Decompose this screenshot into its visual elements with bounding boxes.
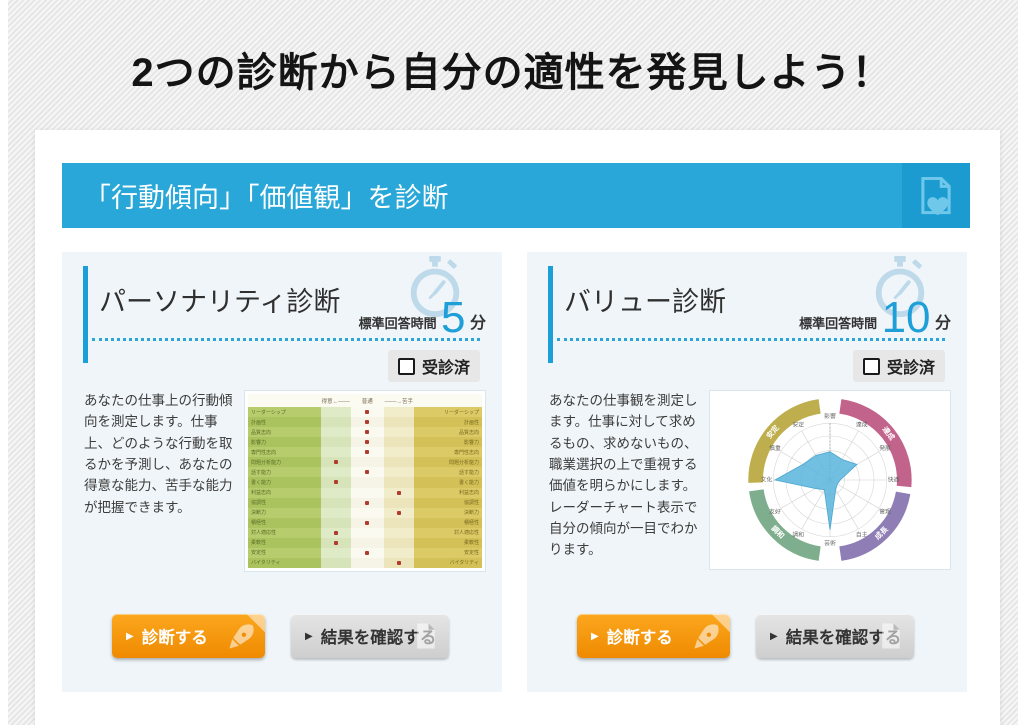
answer-time: 標準回答時間 5 分 — [298, 254, 488, 342]
section-header-bar: 「行動傾向」「価値観」を診断 — [62, 163, 970, 228]
taken-checkbox[interactable]: 受診済 — [852, 350, 945, 382]
time-label: 標準回答時間 — [799, 316, 878, 332]
stopwatch-icon — [410, 256, 460, 318]
clipboard-heart-icon — [902, 163, 970, 228]
stopwatch-icon — [875, 256, 925, 318]
svg-text:自主: 自主 — [856, 531, 868, 539]
personality-result-thumbnail: 得意←─── 普通 ───→苦手 リーダーシップ リーダーシップ 計画性 計画性 品質志向 品質… — [244, 390, 486, 572]
value-card: バリュー診断 標準回答時間 10 分 受診済 あなたの — [527, 252, 967, 692]
card-description: あなたの仕事観を測定します。仕事に対して求めるもの、求めないもの、職業選択の上で… — [549, 393, 698, 558]
document-icon — [882, 623, 900, 649]
svg-text:調和: 調和 — [792, 531, 804, 539]
arrow-icon: ▶ — [770, 630, 778, 642]
diagnose-button[interactable]: ▶ 診断する — [577, 614, 730, 658]
results-button[interactable]: ▶ 結果を確認する — [756, 614, 914, 658]
dotted-divider — [557, 338, 945, 341]
content-box: 「行動傾向」「価値観」を診断 パーソナリティ診断 標準回答時間 5 — [35, 130, 1000, 725]
dotted-divider — [92, 338, 480, 341]
svg-text:安定: 安定 — [792, 420, 804, 428]
svg-text:管理: 管理 — [879, 507, 891, 515]
arrow-icon: ▶ — [126, 630, 134, 642]
time-unit: 分 — [469, 315, 486, 333]
arrow-icon: ▶ — [591, 630, 599, 642]
personality-card: パーソナリティ診断 標準回答時間 5 分 受診済 あな — [62, 252, 502, 692]
svg-text:友好: 友好 — [769, 507, 781, 515]
time-label: 標準回答時間 — [358, 316, 437, 332]
time-unit: 分 — [934, 315, 951, 333]
checkbox-label: 受診済 — [886, 360, 935, 377]
value-result-thumbnail: 達成 成長 調和 安定 影響 達成 発展 快適 管理 自主 芸術 調和 友好 文化 慎重 安定 — [709, 390, 951, 570]
card-title: パーソナリティ診断 — [99, 287, 341, 317]
arrow-icon: ▶ — [305, 630, 313, 642]
answer-time: 標準回答時間 10 分 — [763, 254, 953, 342]
svg-text:芸術: 芸術 — [824, 539, 836, 547]
diagnose-button[interactable]: ▶ 診断する — [112, 614, 265, 658]
card-description: あなたの仕事上の行動傾向を測定します。仕事上、どのような行動を取るかを予測し、あ… — [84, 393, 233, 515]
svg-text:快適: 快適 — [888, 476, 900, 484]
svg-text:慎重: 慎重 — [769, 444, 781, 452]
svg-text:発展: 発展 — [879, 444, 891, 452]
time-value: 10 — [881, 293, 931, 343]
pen-icon — [694, 624, 719, 649]
checkbox-box[interactable] — [397, 357, 415, 375]
time-value: 5 — [441, 293, 466, 343]
pen-icon — [229, 624, 254, 649]
section-title: 「行動傾向」「価値観」を診断 — [84, 183, 449, 213]
checkbox-label: 受診済 — [421, 360, 470, 377]
checkbox-box[interactable] — [862, 357, 880, 375]
taken-checkbox[interactable]: 受診済 — [387, 350, 480, 382]
accent-bar — [548, 266, 553, 363]
svg-text:文化: 文化 — [761, 476, 773, 484]
svg-text:影響: 影響 — [824, 412, 836, 420]
card-title: バリュー診断 — [564, 287, 726, 317]
document-icon — [417, 623, 435, 649]
page-title: 2つの診断から自分の適性を発見しよう！ — [131, 51, 893, 95]
results-button[interactable]: ▶ 結果を確認する — [291, 614, 449, 658]
accent-bar — [83, 266, 88, 363]
svg-text:達成: 達成 — [856, 420, 868, 428]
